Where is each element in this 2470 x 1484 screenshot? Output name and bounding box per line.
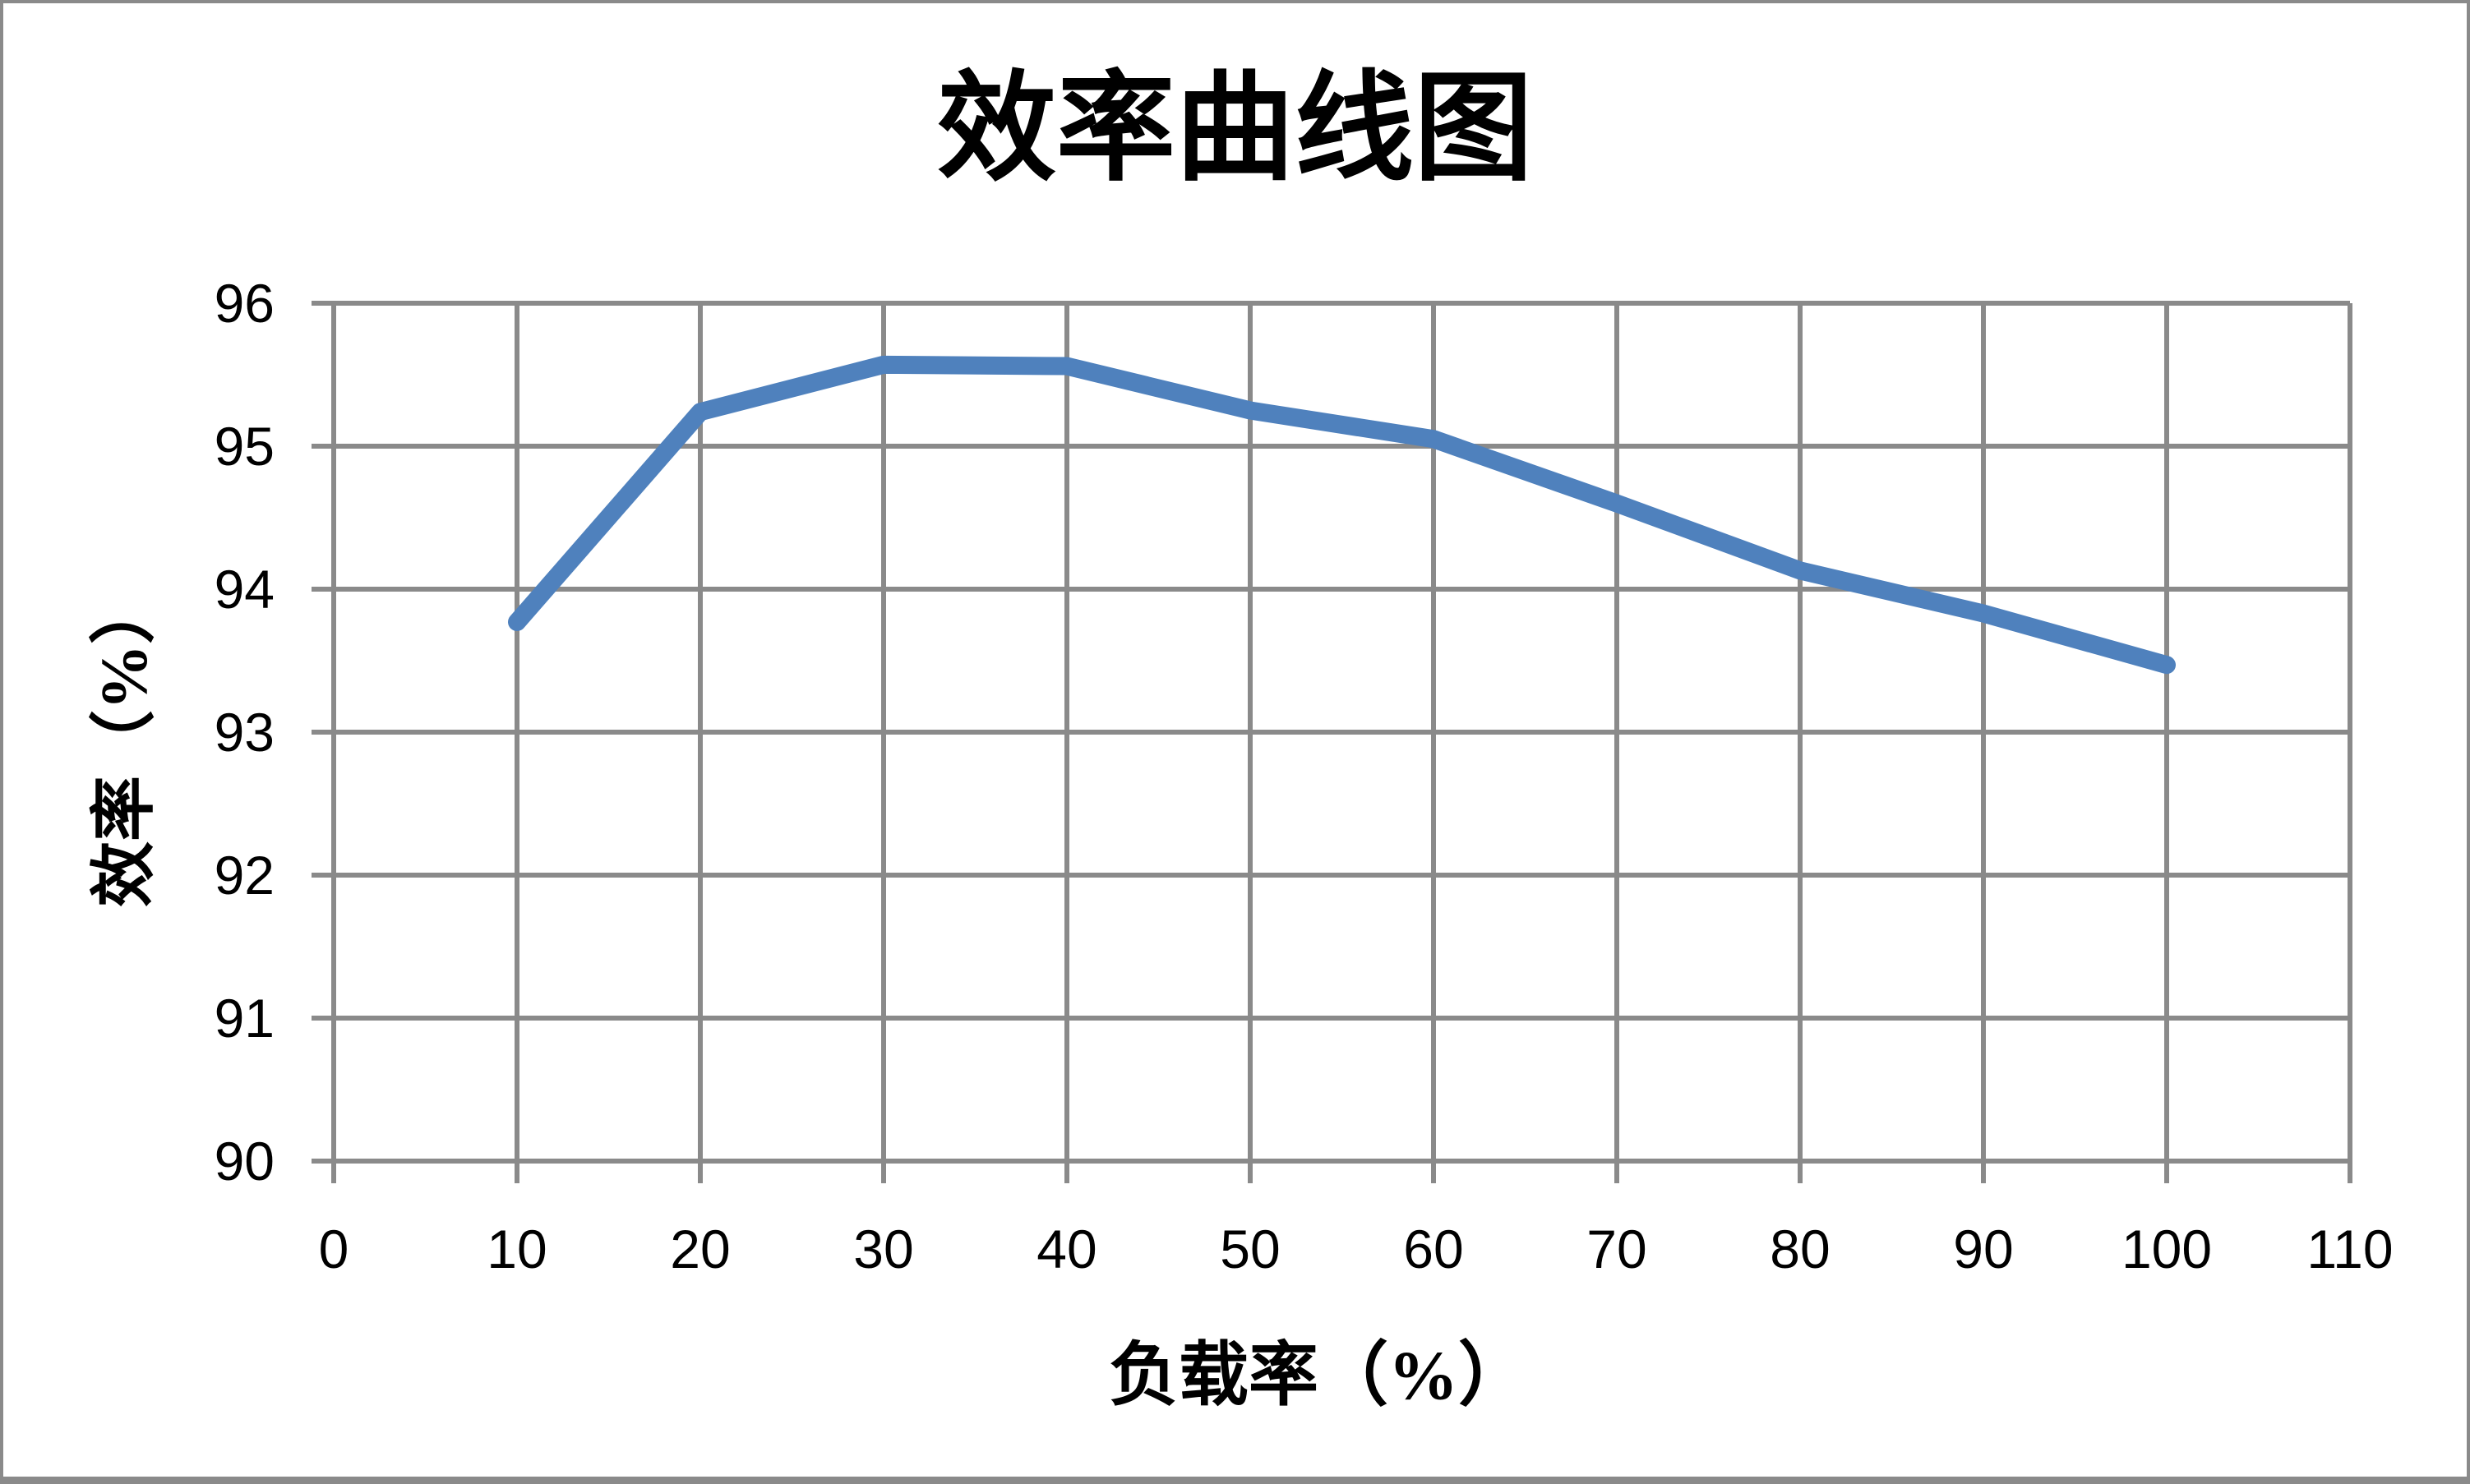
- x-tick-label: 110: [2306, 1219, 2393, 1279]
- y-tick-label: 90: [215, 1131, 275, 1191]
- x-tick-label: 40: [1036, 1219, 1096, 1279]
- x-tick-label: 50: [1220, 1219, 1280, 1279]
- x-tick-label: 10: [487, 1219, 547, 1279]
- x-tick-label: 100: [2121, 1219, 2212, 1279]
- y-tick-label: 95: [215, 416, 275, 477]
- y-tick-label: 96: [215, 273, 275, 334]
- x-tick-label: 0: [319, 1219, 349, 1279]
- y-tick-label: 93: [215, 702, 275, 763]
- plot-area: 90 91 92 93 94 95 96 0 10 20 30 40 50 60 70 80 90 100 110: [215, 273, 2394, 1279]
- x-tick-label: 30: [853, 1219, 913, 1279]
- x-tick-label: 20: [670, 1219, 730, 1279]
- x-tick-label: 90: [1953, 1219, 2013, 1279]
- y-tick-label: 91: [215, 988, 275, 1048]
- x-tick-label: 80: [1770, 1219, 1830, 1279]
- y-tick-label: 92: [215, 845, 275, 906]
- x-axis-title: 负载率（%）: [1108, 1337, 1529, 1415]
- x-tick-label: 70: [1586, 1219, 1646, 1279]
- y-axis-title: 效率（%）: [89, 578, 161, 907]
- chart-title: 效率曲线图: [937, 64, 1533, 196]
- x-tick-label: 60: [1403, 1219, 1463, 1279]
- y-tick-label: 94: [215, 559, 275, 620]
- efficiency-line: [508, 355, 2176, 675]
